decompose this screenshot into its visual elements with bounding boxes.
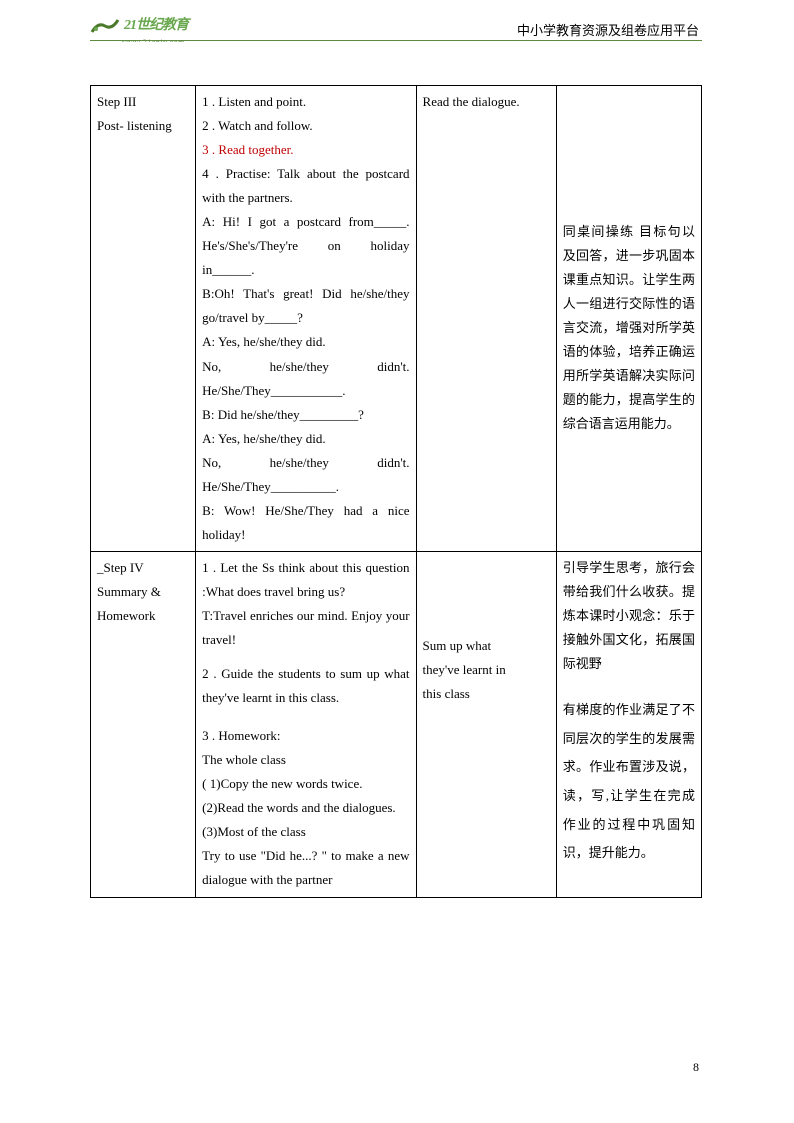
step-sub: Post- listening — [97, 114, 189, 138]
spacer — [202, 710, 409, 724]
table-row: _Step IV Summary & Homework 1 . Let the … — [91, 551, 702, 897]
proc-line: A: Yes, he/she/they did. — [202, 330, 409, 354]
purpose-text: 有梯度的作业满足了不同层次的学生的发展需求。作业布置涉及说，读，写,让学生在完成… — [563, 696, 695, 868]
proc-line: A: Yes, he/she/they did. — [202, 427, 409, 451]
header-divider — [90, 40, 702, 41]
main-content: Step III Post- listening 1 . Listen and … — [90, 85, 702, 898]
proc-line: (3)Most of the class — [202, 820, 409, 844]
table-row: Step III Post- listening 1 . Listen and … — [91, 86, 702, 552]
proc-line: ( 1)Copy the new words twice. — [202, 772, 409, 796]
spacer — [563, 676, 695, 696]
proc-line: 2 . Watch and follow. — [202, 114, 409, 138]
purpose-text: 引导学生思考，旅行会带给我们什么收获。提炼本课时小观念：乐于接触外国文化，拓展国… — [563, 556, 695, 676]
proc-line: B: Did he/she/they_________? — [202, 403, 409, 427]
step-name: Step III — [97, 90, 189, 114]
proc-line: (2)Read the words and the dialogues. — [202, 796, 409, 820]
activity-cell: Sum up what they've learnt in this class — [416, 551, 556, 897]
proc-line: No, he/she/they didn't. He/She/They_____… — [202, 451, 409, 499]
proc-line: 2 . Guide the students to sum up what th… — [202, 662, 409, 710]
step-cell: _Step IV Summary & Homework — [91, 551, 196, 897]
proc-line: Try to use "Did he...? " to make a new d… — [202, 844, 409, 892]
logo: 21世纪教育 www.21cnjy.com — [90, 14, 250, 42]
procedure-cell: 1 . Let the Ss think about this question… — [196, 551, 416, 897]
spacer — [563, 90, 695, 220]
proc-line: 4 . Practise: Talk about the postcard wi… — [202, 162, 409, 210]
logo-icon — [90, 14, 120, 41]
proc-line: A: Hi! I got a postcard from_____. He's/… — [202, 210, 409, 282]
activity-text: they've learnt in — [423, 658, 550, 682]
spacer — [423, 556, 550, 634]
activity-text: Sum up what — [423, 634, 550, 658]
proc-line: 3 . Read together. — [202, 138, 409, 162]
lesson-table: Step III Post- listening 1 . Listen and … — [90, 85, 702, 898]
proc-line: B:Oh! That's great! Did he/she/they go/t… — [202, 282, 409, 330]
proc-line: The whole class — [202, 748, 409, 772]
step-sub: Summary & — [97, 580, 189, 604]
proc-line: B: Wow! He/She/They had a nice holiday! — [202, 499, 409, 547]
step-cell: Step III Post- listening — [91, 86, 196, 552]
purpose-cell: 引导学生思考，旅行会带给我们什么收获。提炼本课时小观念：乐于接触外国文化，拓展国… — [556, 551, 701, 897]
activity-text: Read the dialogue. — [423, 90, 550, 114]
procedure-cell: 1 . Listen and point. 2 . Watch and foll… — [196, 86, 416, 552]
page-number: 8 — [693, 1060, 699, 1075]
header-title: 中小学教育资源及组卷应用平台 — [517, 20, 699, 39]
purpose-text: 同桌间操练 目标句以及回答，进一步巩固本课重点知识。让学生两人一组进行交际性的语… — [563, 220, 695, 436]
proc-line: 1 . Let the Ss think about this question… — [202, 556, 409, 604]
activity-cell: Read the dialogue. — [416, 86, 556, 552]
step-name: _Step IV — [97, 556, 189, 580]
proc-line: 3 . Homework: — [202, 724, 409, 748]
step-sub: Homework — [97, 604, 189, 628]
logo-text-main: 21世纪教育 — [124, 18, 188, 33]
activity-text: this class — [423, 682, 550, 706]
purpose-cell: 同桌间操练 目标句以及回答，进一步巩固本课重点知识。让学生两人一组进行交际性的语… — [556, 86, 701, 552]
proc-line: 1 . Listen and point. — [202, 90, 409, 114]
spacer — [202, 652, 409, 662]
proc-line: T:Travel enriches our mind. Enjoy your t… — [202, 604, 409, 652]
proc-line: No, he/she/they didn't. He/She/They_____… — [202, 355, 409, 403]
